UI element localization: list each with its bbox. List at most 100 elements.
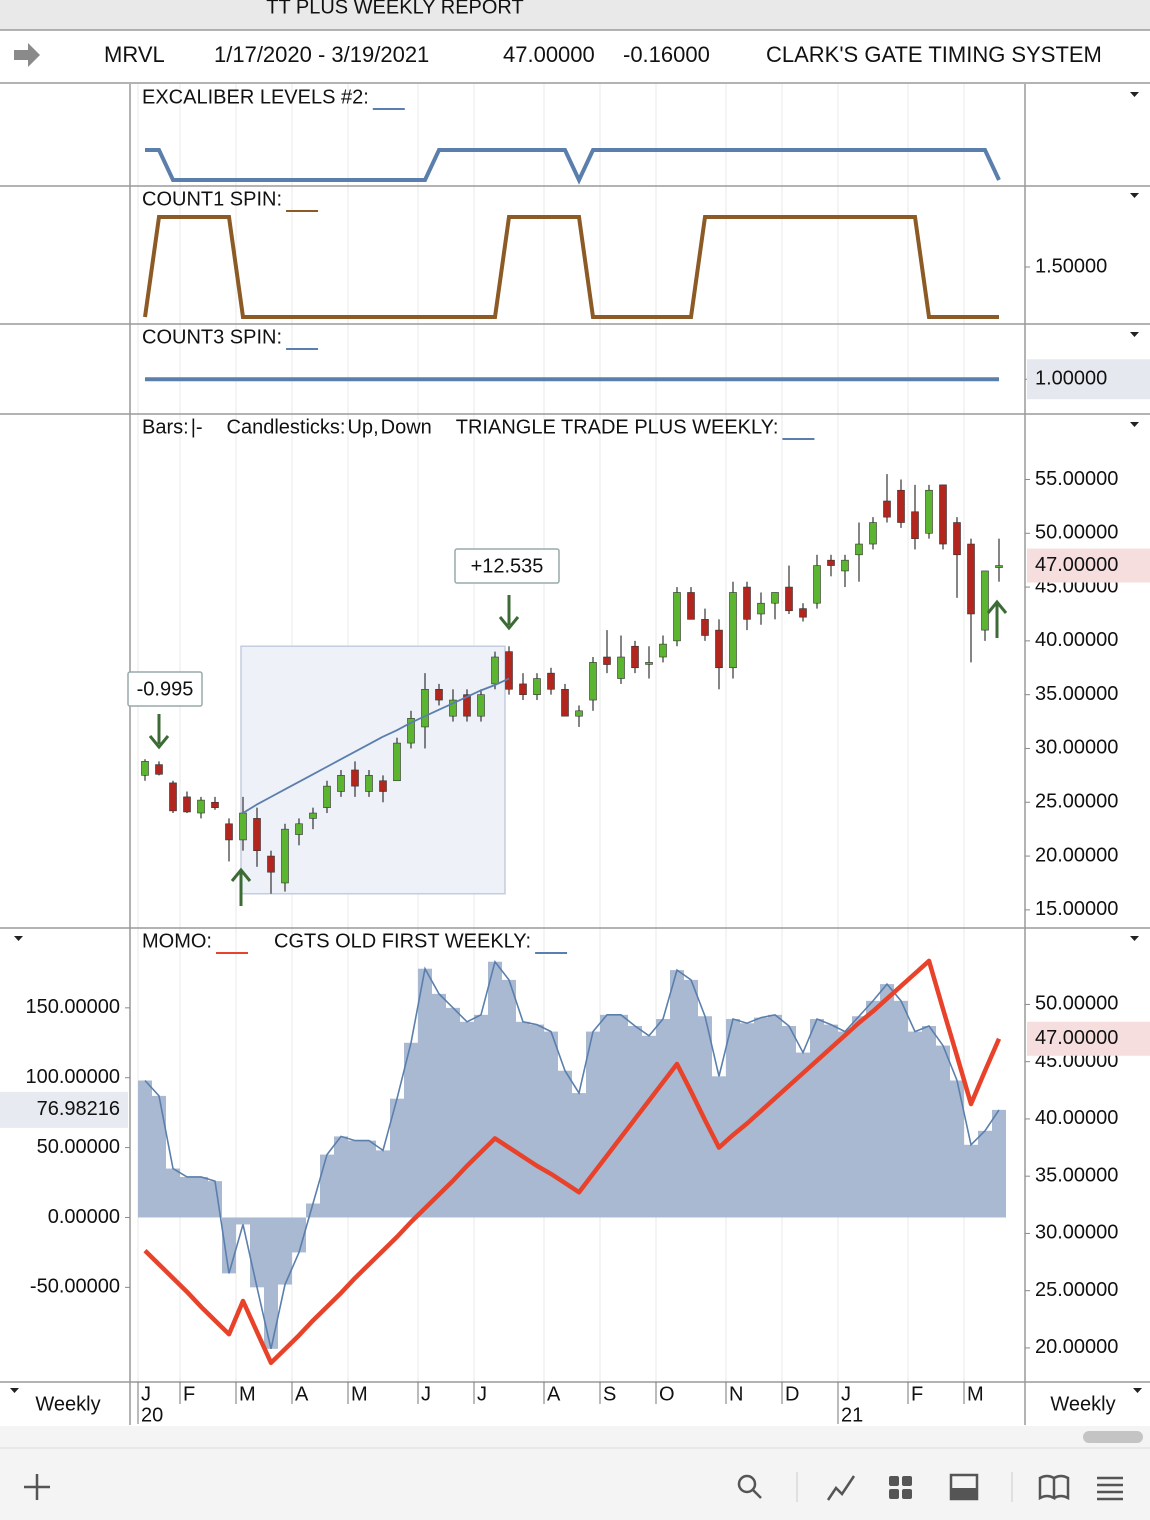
histogram-bar [782, 1026, 796, 1218]
year-label: 21 [841, 1404, 863, 1426]
candle-body [687, 592, 695, 620]
candle-body [939, 484, 947, 545]
histogram-bar [404, 1042, 418, 1218]
candle-body [519, 683, 527, 695]
histogram-bar [180, 1176, 194, 1218]
scrollbar[interactable] [1083, 1431, 1143, 1443]
y2-tick-label: 35.00000 [1035, 1164, 1118, 1186]
series-line [143, 215, 999, 319]
candle-body [813, 565, 821, 604]
legend-label: Candlesticks: [227, 416, 346, 438]
candle-body [561, 688, 569, 717]
candle-body [995, 565, 1003, 568]
annotation-label: +12.535 [471, 555, 544, 577]
candle-body [295, 823, 303, 835]
histogram-bar [936, 1045, 950, 1218]
x-tick-label: J [841, 1383, 851, 1405]
histogram-bar [152, 1095, 166, 1218]
symbol: MRVL [104, 42, 165, 67]
histogram-bar [460, 1021, 474, 1218]
legend-label: COUNT3 SPIN: [142, 326, 282, 348]
signal-arrow-down [148, 714, 170, 750]
y2-tick-label: 20.00000 [1035, 1336, 1118, 1358]
panel-menu[interactable] [1130, 92, 1139, 97]
candle-body [183, 796, 191, 813]
histogram-bar [488, 961, 502, 1218]
search-button[interactable] [737, 1474, 762, 1499]
panel-menu[interactable] [1130, 332, 1139, 337]
candle-body [659, 643, 667, 658]
x-tick-label: A [295, 1383, 309, 1405]
x-tick-label: J [477, 1383, 487, 1405]
y-tick-label: 0.00000 [48, 1206, 120, 1228]
panel-menu[interactable] [14, 936, 23, 941]
histogram-bar [544, 1031, 558, 1218]
candle-body [645, 662, 653, 665]
candle-body [575, 710, 583, 717]
signal-arrow-up [230, 867, 252, 906]
histogram-bar [740, 1023, 754, 1218]
toolbar [0, 1426, 1150, 1520]
candle-body [617, 656, 625, 679]
layout-button[interactable] [889, 1476, 912, 1499]
histogram-bar [418, 968, 432, 1218]
legend-label: CGTS OLD FIRST WEEKLY: [274, 930, 531, 952]
candle-body [141, 761, 149, 776]
candle-body [785, 586, 793, 612]
candle-body [715, 629, 723, 669]
candle-body [841, 559, 849, 572]
histogram-bar [320, 1154, 334, 1218]
histogram-bar [292, 1217, 306, 1253]
add-button[interactable] [24, 1474, 50, 1500]
candle-body [239, 812, 247, 841]
nav-arrow[interactable] [14, 43, 40, 67]
histogram-bar [376, 1150, 390, 1218]
candle-body [533, 678, 541, 695]
candle-body [197, 799, 205, 814]
histogram-bar [866, 1000, 880, 1218]
candle-body [771, 592, 779, 604]
candle-body [449, 699, 457, 717]
candle-body [323, 785, 331, 808]
candle-body [827, 559, 835, 566]
histogram-bar [754, 1017, 768, 1218]
panel-menu[interactable] [1130, 193, 1139, 198]
y2-tick-label: 50.00000 [1035, 993, 1118, 1015]
current-value-box [0, 1091, 128, 1128]
panel-menu[interactable] [1130, 936, 1139, 941]
candle-body [505, 651, 513, 690]
legend-separator: , [373, 416, 379, 438]
period-label[interactable]: Weekly [1050, 1393, 1115, 1415]
signal-arrow-down [498, 595, 520, 631]
histogram-bar [670, 970, 684, 1218]
histogram-bar [614, 1014, 628, 1218]
histogram-bar [656, 1019, 670, 1218]
candle-body [897, 489, 905, 523]
current-price-box [1027, 548, 1150, 583]
histogram-bar [250, 1217, 264, 1288]
histogram-bar [530, 1024, 544, 1218]
y-tick-label: 1.50000 [1035, 255, 1107, 277]
x-tick-label: F [183, 1383, 195, 1405]
window-button[interactable] [949, 1473, 979, 1501]
current-price-label: 47.00000 [1035, 1027, 1118, 1049]
histogram-bar [810, 1019, 824, 1218]
histogram-bar [894, 1000, 908, 1218]
y-tick-label: 40.00000 [1035, 629, 1118, 651]
legend-label: Bars: [142, 416, 189, 438]
histogram-bar [852, 1016, 866, 1218]
period-label[interactable]: Weekly [35, 1393, 100, 1415]
candle-body [225, 823, 233, 841]
y-tick-label: 50.00000 [37, 1136, 120, 1158]
candle-body [589, 662, 597, 701]
series-line [145, 148, 1001, 185]
trade-range-box [240, 645, 506, 895]
histogram-bar [446, 1007, 460, 1218]
book-button[interactable] [1038, 1474, 1070, 1501]
y2-tick-label: 40.00000 [1035, 1107, 1118, 1129]
chart-button[interactable] [826, 1475, 856, 1501]
y-tick-label: 150.00000 [25, 996, 120, 1018]
menu-button[interactable] [1097, 1476, 1123, 1501]
panel-menu[interactable] [1130, 422, 1139, 427]
panels: EXCALIBER LEVELS #2: 1.50000 COUNT1 SPIN: 1… [0, 84, 1150, 1426]
